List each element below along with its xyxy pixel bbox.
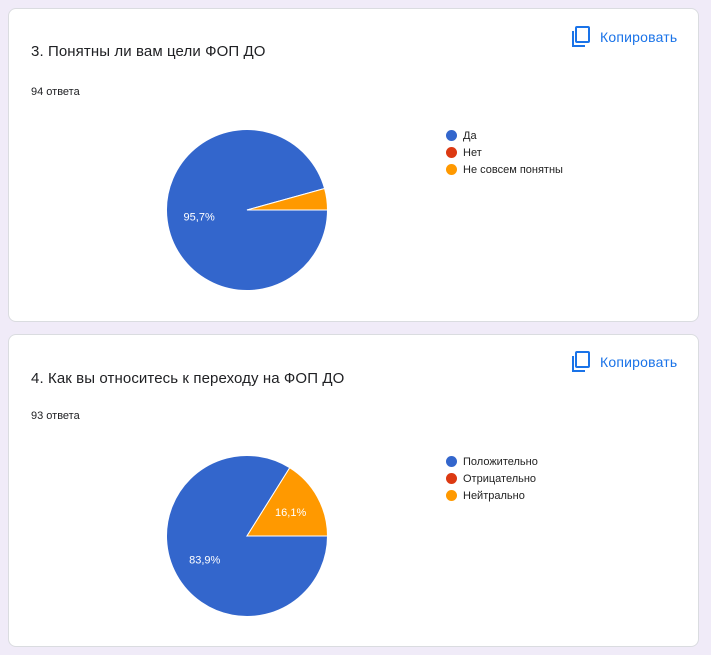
legend-label: Нейтрально — [463, 489, 525, 502]
copy-button-label: Копировать — [600, 29, 678, 45]
legend-item: Да — [446, 127, 563, 144]
pie-chart: 83,9% 16,1% — [166, 455, 329, 617]
copy-button-label: Копировать — [600, 354, 678, 370]
legend-swatch — [446, 473, 457, 484]
legend-item: Не совсем понятны — [446, 161, 563, 178]
legend-swatch — [446, 490, 457, 501]
copy-icon — [572, 26, 590, 47]
legend-label: Отрицательно — [463, 472, 537, 485]
legend-item: Нет — [446, 144, 563, 161]
chart-legend: Да Нет Не совсем понятны — [446, 127, 563, 178]
legend-swatch — [446, 130, 457, 141]
legend-swatch — [446, 456, 457, 467]
response-count: 94 ответа — [31, 86, 80, 98]
pie-slice-3 — [246, 467, 329, 537]
question-card-4: 4. Как вы относитесь к переходу на ФОП Д… — [8, 334, 699, 647]
copy-button[interactable]: Копировать — [571, 350, 677, 374]
legend-label: Положительно — [463, 455, 538, 468]
legend-swatch — [446, 147, 457, 158]
legend-label: Не совсем понятны — [463, 163, 563, 176]
data-label: 83,9% — [189, 554, 220, 566]
legend-item: Положительно — [446, 453, 538, 470]
legend-label: Нет — [463, 146, 482, 159]
copy-icon — [572, 351, 590, 372]
pie-slice-3 — [246, 187, 329, 211]
legend-item: Отрицательно — [446, 470, 538, 487]
pie-chart: 95,7% — [166, 129, 329, 291]
data-label: 95,7% — [184, 212, 215, 224]
question-title: 3. Понятны ли вам цели ФОП ДО — [31, 43, 266, 60]
legend-item: Нейтрально — [446, 487, 538, 504]
question-card-3: 3. Понятны ли вам цели ФОП ДО 94 ответа … — [8, 8, 699, 322]
legend-label: Да — [463, 129, 477, 142]
chart-legend: Положительно Отрицательно Нейтрально — [446, 453, 538, 504]
data-label: 16,1% — [275, 507, 306, 519]
response-count: 93 ответа — [31, 410, 80, 422]
copy-button[interactable]: Копировать — [571, 25, 677, 49]
question-title: 4. Как вы относитесь к переходу на ФОП Д… — [31, 370, 345, 387]
legend-swatch — [446, 164, 457, 175]
